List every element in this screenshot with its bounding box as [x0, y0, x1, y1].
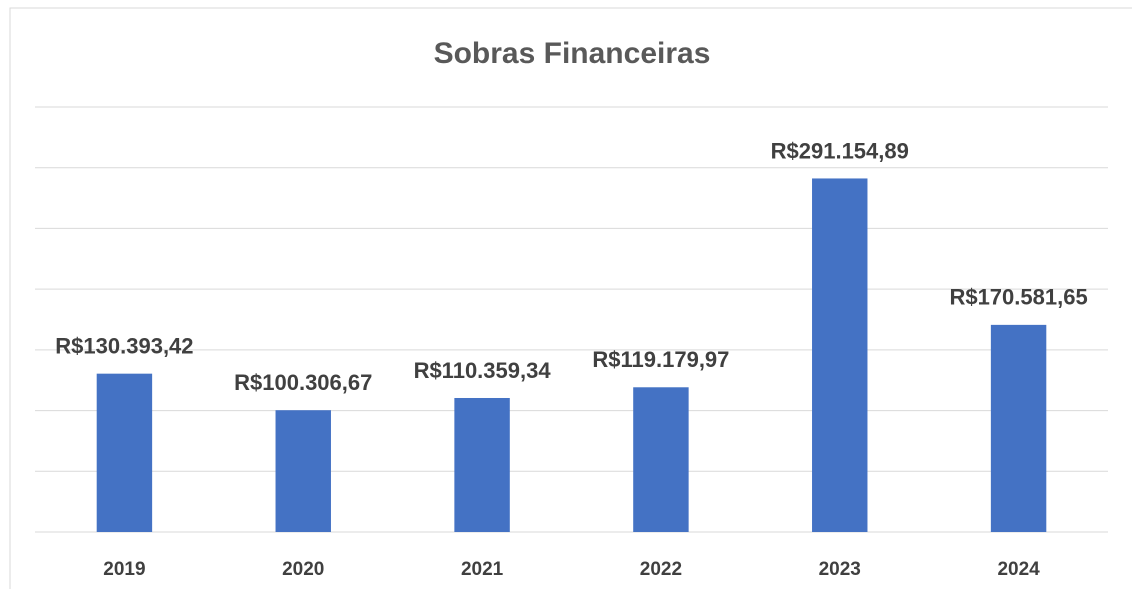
- bar: [633, 387, 689, 532]
- chart-frame: [9, 7, 1132, 589]
- x-tick-label: 2021: [461, 559, 504, 580]
- x-tick-label: 2020: [282, 559, 324, 580]
- data-label: R$110.359,34: [414, 358, 552, 383]
- data-label: R$291.154,89: [771, 138, 909, 163]
- chart-title: Sobras Financeiras: [434, 37, 711, 70]
- x-tick-label: 2019: [103, 559, 145, 580]
- bar: [275, 410, 331, 532]
- bar: [454, 397, 510, 532]
- bar: [96, 373, 153, 532]
- bar: [990, 324, 1047, 532]
- data-label: R$130.393,42: [55, 333, 193, 358]
- x-tick-label: 2022: [640, 559, 682, 580]
- data-label: R$100.306,67: [234, 370, 372, 395]
- data-label: R$119.179,97: [592, 347, 729, 372]
- data-label: R$170.581,65: [949, 285, 1087, 310]
- bar: [812, 178, 868, 532]
- x-tick-label: 2023: [819, 559, 861, 580]
- x-tick-label: 2024: [997, 559, 1040, 580]
